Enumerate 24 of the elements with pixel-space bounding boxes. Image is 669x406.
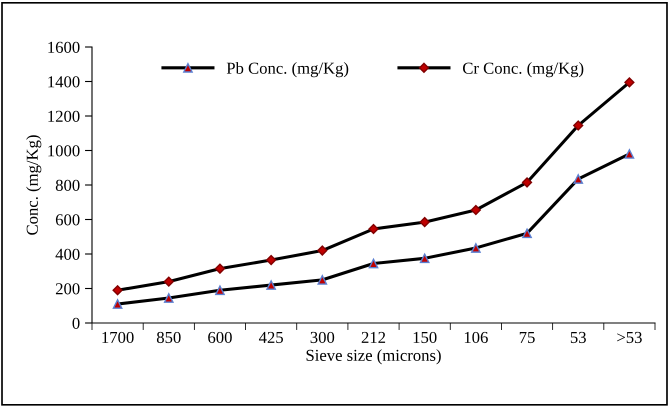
x-tick-label: >53 [617, 332, 642, 344]
y-tick-label: 1400 [48, 76, 80, 88]
y-tick-label: 0 [72, 318, 80, 329]
x-tick-label: 425 [258, 332, 283, 344]
y-tick-label: 400 [56, 248, 80, 260]
y-tick-label: 200 [56, 283, 80, 294]
x-tick-label: 53 [570, 332, 586, 344]
x-tick-label: 1700 [102, 332, 134, 344]
x-tick-label: 75 [520, 332, 535, 344]
x-axis-title: Sieve size (microns) [306, 349, 441, 364]
x-tick-label: 150 [414, 332, 437, 344]
legend-label: Pb Conc. (mg/Kg) [226, 62, 348, 78]
x-tick-label: 212 [362, 332, 386, 343]
x-tick-label: 300 [310, 332, 334, 344]
y-tick-label: 800 [56, 180, 80, 191]
x-tick-label: 600 [208, 332, 232, 344]
y-tick-label: 600 [56, 214, 80, 226]
y-tick-label: 1600 [48, 42, 80, 53]
legend-label: Cr Conc. (mg/Kg) [462, 62, 584, 78]
y-axis-title: Conc. (mg/Kg) [26, 135, 42, 235]
x-tick-label: 106 [464, 332, 488, 344]
y-tick-label: 1000 [48, 145, 80, 156]
x-tick-label: 850 [156, 332, 181, 344]
y-tick-label: 1200 [48, 110, 80, 122]
